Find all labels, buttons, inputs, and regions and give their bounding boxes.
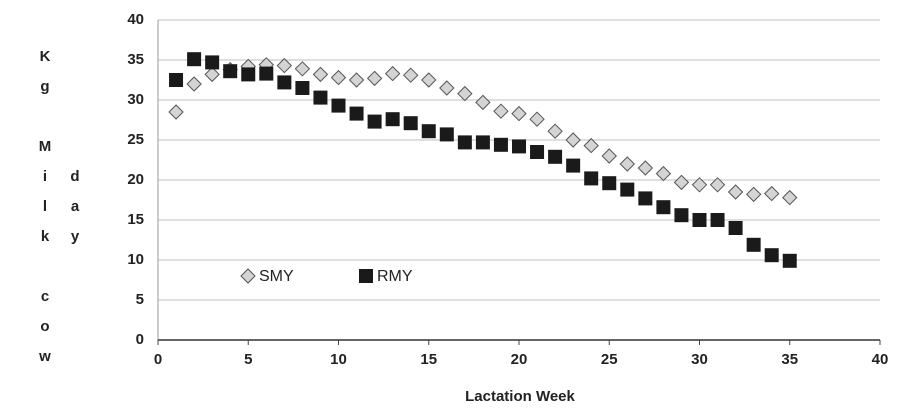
point <box>602 176 617 191</box>
point <box>565 132 581 148</box>
point <box>204 66 220 83</box>
point <box>547 123 563 139</box>
x-tick-label: 10 <box>330 351 347 368</box>
point <box>709 177 726 193</box>
point <box>384 65 401 82</box>
point <box>366 70 383 87</box>
point <box>439 127 454 142</box>
point <box>728 221 743 235</box>
point <box>348 72 365 88</box>
point <box>619 156 636 172</box>
point <box>583 137 599 154</box>
x-tick-label: 40 <box>872 351 889 368</box>
point <box>655 165 672 182</box>
y-tick-label: 40 <box>127 11 144 28</box>
point <box>186 76 202 92</box>
y-tick-label: 20 <box>127 171 144 188</box>
point <box>457 135 472 150</box>
x-tick-label: 0 <box>154 351 162 368</box>
point <box>511 105 527 122</box>
point <box>620 182 635 197</box>
point <box>277 75 292 90</box>
point <box>530 145 545 159</box>
y-tick-label: 25 <box>127 131 144 148</box>
point <box>241 67 256 82</box>
point <box>764 248 779 263</box>
point <box>674 208 689 223</box>
legend-marker <box>240 268 256 284</box>
point <box>493 103 509 119</box>
point <box>421 124 436 139</box>
point <box>223 64 238 79</box>
point <box>673 174 690 191</box>
point <box>493 137 508 152</box>
point <box>566 158 581 173</box>
point <box>601 148 617 164</box>
y-tick-label: 35 <box>127 51 144 68</box>
point <box>782 253 797 268</box>
point <box>402 67 419 83</box>
point <box>205 55 220 70</box>
point <box>692 213 707 227</box>
point <box>512 139 526 154</box>
x-axis-label: Lactation Week <box>465 388 575 405</box>
x-tick-label: 25 <box>601 351 618 368</box>
point <box>439 80 455 96</box>
point <box>169 73 184 87</box>
x-tick-label: 20 <box>511 351 528 368</box>
point <box>187 52 202 67</box>
y-tick-label: 0 <box>136 331 144 348</box>
x-tick-label: 30 <box>691 351 708 368</box>
legend-marker <box>359 269 373 283</box>
point <box>313 90 328 105</box>
point <box>745 186 762 203</box>
point <box>548 149 563 164</box>
point <box>727 184 744 200</box>
point <box>276 57 293 74</box>
legend-label: RMY <box>377 268 413 285</box>
y-tick-label: 10 <box>127 251 144 268</box>
y-tick-label: 5 <box>136 291 144 308</box>
point <box>763 185 780 202</box>
point <box>475 135 490 150</box>
point <box>475 94 491 111</box>
point <box>656 200 671 215</box>
point <box>710 213 725 227</box>
point <box>294 61 311 77</box>
point <box>457 85 473 102</box>
x-tick-label: 15 <box>420 351 437 368</box>
point <box>421 72 437 88</box>
point <box>385 112 400 127</box>
point <box>638 191 653 206</box>
x-tick-label: 5 <box>244 351 252 368</box>
point <box>367 114 382 129</box>
point <box>691 177 708 193</box>
legend-label: SMY <box>259 268 294 285</box>
point <box>168 104 184 120</box>
point <box>331 98 346 113</box>
point <box>259 66 274 81</box>
x-tick-label: 35 <box>781 351 798 368</box>
point <box>584 171 599 186</box>
point <box>349 106 364 121</box>
point <box>746 237 761 252</box>
y-tick-label: 30 <box>127 91 144 108</box>
point <box>637 160 654 176</box>
point <box>330 69 347 86</box>
y-tick-label: 15 <box>127 211 144 228</box>
point <box>529 111 545 127</box>
point <box>403 116 418 131</box>
point <box>312 66 329 83</box>
point <box>295 81 310 95</box>
point <box>782 189 798 206</box>
